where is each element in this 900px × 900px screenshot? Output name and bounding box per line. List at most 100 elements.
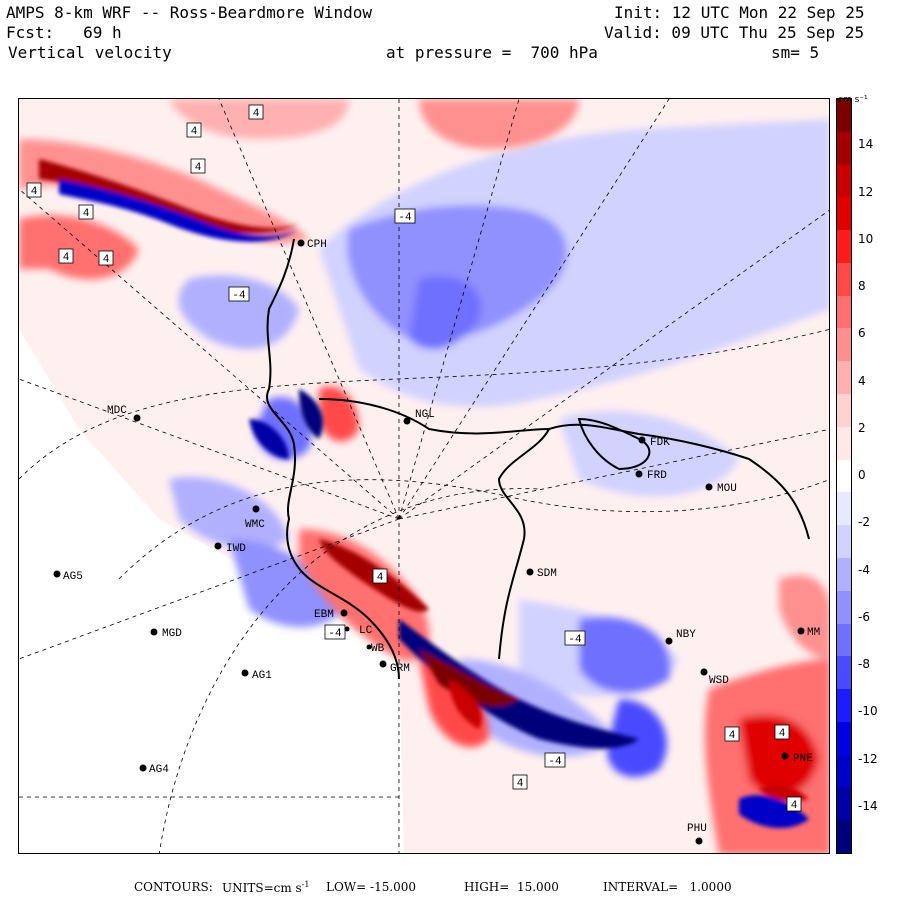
station-ag5[interactable]: AG5 — [53, 570, 83, 584]
colorbar-segment — [837, 131, 851, 166]
valid-time: Valid: 09 UTC Thu 25 Sep 25 — [604, 23, 865, 42]
contour-label: -4 — [232, 290, 246, 302]
station-wsd[interactable]: WSD — [700, 668, 730, 688]
graticule — [19, 99, 829, 853]
footer-units-prefix: UNITS=cm s — [222, 881, 302, 895]
station-wb[interactable]: WB — [366, 643, 385, 655]
contour-label: -4 — [568, 634, 582, 646]
contour-label: 4 — [195, 162, 202, 174]
station-sdm[interactable]: SDM — [526, 568, 557, 580]
svg-text:AG4: AG4 — [149, 764, 169, 776]
coastline — [266, 238, 810, 680]
svg-text:WMC: WMC — [245, 519, 265, 531]
svg-text:WSD: WSD — [709, 675, 729, 687]
svg-text:CPH: CPH — [307, 239, 327, 251]
footer-units: UNITS=cm s-1 — [222, 880, 310, 895]
station-pne[interactable]: PNE — [781, 752, 814, 766]
contour-label: 4 — [191, 126, 198, 138]
contour-label: 4 — [63, 252, 70, 264]
station-iwd[interactable]: IWD — [214, 542, 247, 556]
svg-text:PNE: PNE — [793, 753, 813, 765]
colorbar-segment — [837, 623, 851, 658]
svg-text:AG1: AG1 — [252, 670, 272, 682]
footer-low: LOW= -15.000 — [326, 880, 417, 894]
svg-text:LC: LC — [359, 625, 373, 637]
colorbar-segment — [837, 394, 851, 428]
station-grm[interactable]: GRM — [379, 660, 410, 676]
station-frd[interactable]: FRD — [635, 470, 668, 482]
svg-text:MOU: MOU — [717, 483, 737, 495]
svg-text:NBY: NBY — [676, 629, 696, 641]
station-mgd[interactable]: MGD — [150, 628, 183, 640]
contour-label: 4 — [377, 572, 384, 584]
colorbar-segment — [837, 99, 851, 133]
colorbar-label: -8 — [858, 657, 870, 671]
station-ebm[interactable]: EBM — [314, 609, 348, 621]
forecast-hour: Fcst: 69 h — [6, 23, 122, 42]
colorbar-label: 14 — [858, 137, 874, 152]
colorbar-segment — [837, 820, 851, 853]
colorbar-segment — [837, 197, 851, 232]
colorbar-label: -14 — [858, 798, 878, 813]
contour-label: 4 — [791, 800, 798, 812]
map-title: AMPS 8-km WRF -- Ross-Beardmore Window — [6, 3, 373, 22]
station-ag1[interactable]: AG1 — [241, 669, 273, 683]
footer-contours: CONTOURS: — [134, 880, 213, 894]
colorbar-label: 2 — [858, 420, 866, 435]
colorbar-segment — [837, 295, 851, 330]
contour-label: 4 — [779, 728, 786, 740]
colorbar-label: -4 — [858, 562, 870, 577]
colorbar-segment — [837, 557, 851, 592]
station-ag4[interactable]: AG4 — [139, 764, 170, 776]
station-fdk[interactable]: FDK — [638, 436, 671, 450]
colorbar-segment — [837, 525, 851, 559]
station-phu[interactable]: PHU — [687, 823, 707, 845]
svg-text:WB: WB — [371, 643, 385, 655]
colorbar-label: 8 — [858, 279, 866, 293]
svg-text:MGD: MGD — [162, 628, 182, 640]
station-cph[interactable]: CPH — [297, 239, 327, 251]
contour-label: 4 — [83, 208, 90, 220]
svg-text:SDM: SDM — [537, 568, 557, 580]
svg-text:FRD: FRD — [647, 470, 667, 482]
colorbar-label: -10 — [858, 704, 878, 719]
contour-label: -4 — [548, 756, 562, 768]
svg-text:MDC: MDC — [107, 405, 127, 417]
colorbar-segment — [837, 459, 851, 494]
svg-text:MM: MM — [807, 627, 820, 639]
colorbar-segment — [837, 164, 851, 199]
colorbar-segment — [837, 230, 851, 264]
svg-text:IWD: IWD — [226, 543, 246, 555]
station-mdc[interactable]: MDC — [107, 405, 141, 422]
stations: CPH MDC NGL FDK FRD MOU WMC IWD AG5 SDM … — [53, 239, 821, 845]
colorbar-unit: cm s⁻¹ — [838, 95, 868, 105]
colorbar-segment — [837, 361, 851, 396]
svg-text:AG5: AG5 — [63, 571, 83, 583]
colorbar-segment — [837, 328, 851, 363]
svg-text:FDK: FDK — [650, 437, 670, 449]
footer-units-exp: -1 — [301, 880, 310, 889]
svg-text:EBM: EBM — [314, 609, 334, 621]
init-time: Init: 12 UTC Mon 22 Sep 25 — [614, 3, 865, 22]
station-ngl[interactable]: NGL — [403, 409, 435, 425]
colorbar-segment — [837, 426, 851, 461]
colorbar-label: 6 — [858, 326, 866, 341]
station-nby[interactable]: NBY — [665, 629, 697, 645]
colorbar-segment — [837, 721, 851, 756]
colorbar-label: 10 — [858, 231, 874, 246]
colorbar-segment — [837, 754, 851, 789]
colorbar-segment — [837, 656, 851, 691]
colorbar-label: 0 — [858, 468, 866, 482]
station-mm[interactable]: MM — [797, 627, 821, 639]
station-mou[interactable]: MOU — [705, 483, 737, 495]
colorbar-segment — [837, 689, 851, 723]
footer-high: HIGH= 15.000 — [464, 880, 559, 894]
colorbar-label: -2 — [858, 515, 870, 530]
field-name: Vertical velocity — [8, 43, 172, 62]
colorbar-segment — [837, 787, 851, 822]
station-wmc[interactable]: WMC — [245, 505, 265, 532]
station-lc[interactable]: LC — [344, 625, 373, 637]
svg-text:PHU: PHU — [687, 823, 707, 835]
colorbar-segment — [837, 492, 851, 527]
contour-label: 4 — [31, 186, 38, 198]
